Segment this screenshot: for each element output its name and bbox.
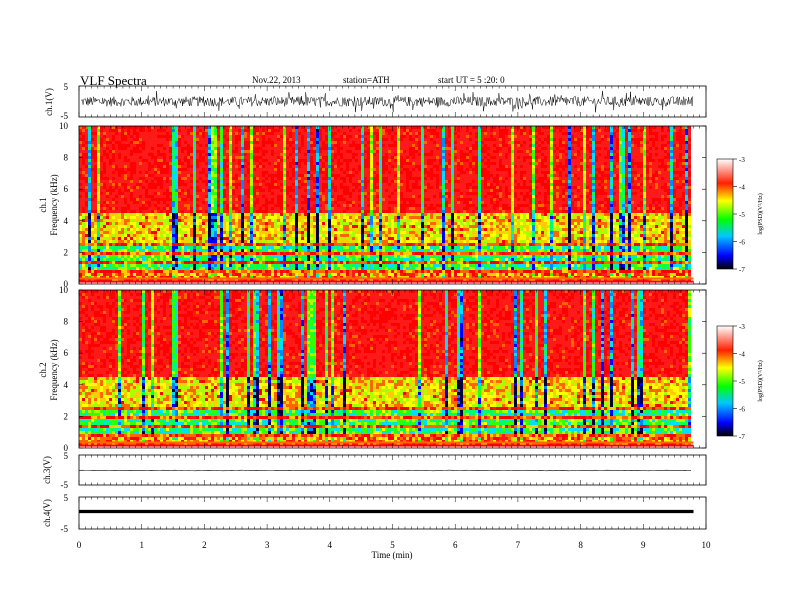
spec-ytick-label: 10	[59, 121, 69, 131]
x-tick-label: 6	[453, 540, 458, 550]
x-axis-label: Time (min)	[372, 550, 413, 560]
spec-ytick-label: 2	[64, 411, 69, 421]
x-tick-label: 9	[641, 540, 646, 550]
colorbar-tick-label: -6	[739, 239, 745, 247]
ch2-spec-ylabel: Frequency (kHz)	[49, 339, 59, 400]
ch2-colorbar: -3 -4 -5 -6 -7 log(PSD)(V²/Hz)	[716, 323, 764, 441]
ch1-spectrogram-image	[79, 126, 706, 284]
colorbar-tick-label: -5	[739, 211, 745, 219]
x-tick-label: 1	[139, 540, 144, 550]
x-tick-label: 0	[77, 540, 82, 550]
x-tick-label: 2	[202, 540, 207, 550]
x-tick-label: 7	[516, 540, 521, 550]
ch4-ytick-top: 5	[64, 493, 69, 503]
ch2-spec-channel-label: ch.2	[38, 362, 48, 377]
spec-ytick-label: 4	[64, 216, 69, 226]
colorbar-tick-label: -4	[739, 184, 745, 192]
ch1-colorbar: -3 -4 -5 -6 -7 log(PSD)(V²/Hz)	[716, 156, 764, 274]
spec-ytick-label: 2	[64, 247, 69, 257]
colorbar-tick-label: -6	[739, 406, 745, 414]
ch2-spectrogram-image	[79, 290, 706, 448]
spec-ytick-label: 8	[64, 153, 69, 163]
colorbar-tick-label: -7	[739, 433, 745, 441]
start-time-label: start UT = 5 :20: 0	[438, 75, 505, 85]
ch1-spec-channel-label: ch.1	[38, 197, 48, 212]
spec-ytick-label: 4	[64, 380, 69, 390]
plot-title: VLF Spectra	[80, 73, 147, 89]
x-tick-label: 5	[390, 540, 395, 550]
colorbar-tick-label: -4	[739, 351, 745, 359]
x-tick-label: 10	[702, 540, 712, 550]
ch4-ylabel: ch.4(V)	[42, 499, 52, 527]
ch2-spectrogram-panel: 0 2 4 6 8 10 ch.2 Frequency (kHz) -3 -4 -5 -6 -7 …	[38, 285, 764, 453]
ch3-ylabel: ch.3(V)	[42, 456, 52, 484]
time-axis: 0 1 2 3 4 5 6 7 8 9 10	[77, 86, 711, 550]
ch1-ylabel: ch.1(V)	[44, 88, 54, 116]
x-tick-label: 4	[328, 540, 333, 550]
spec-ytick-label: 0	[64, 443, 69, 453]
colorbar-tick-label: -7	[739, 266, 745, 274]
ch3-ytick-bottom: -5	[61, 480, 69, 490]
colorbar-tick-label: -5	[739, 378, 745, 386]
ch2-colorbar-label: log(PSD)(V²/Hz)	[757, 360, 764, 401]
x-tick-label: 3	[265, 540, 270, 550]
ch1-ytick-bottom: -5	[61, 111, 69, 121]
colorbar-tick-label: -3	[739, 323, 745, 331]
date-label: Nov.22, 2013	[252, 75, 301, 85]
ch1-colorbar-label: log(PSD)(V²/Hz)	[757, 193, 764, 234]
ch1-ytick-top: 5	[64, 82, 69, 92]
ch1-spectrogram-panel: 0 2 4 6 8 10 ch.1 Frequency (kHz) -3 -4 -5 -6 -7 …	[38, 121, 764, 289]
ch1-trace	[80, 90, 694, 113]
ch1-waveform-panel: 5 -5 ch.1(V)	[44, 82, 707, 121]
ch4-ytick-bottom: -5	[61, 524, 69, 534]
ch3-trace	[78, 469, 692, 472]
x-tick-label: 8	[578, 540, 583, 550]
spec-ytick-label: 0	[64, 279, 69, 289]
spec-ytick-label: 6	[64, 184, 69, 194]
station-label: station=ATH	[343, 75, 390, 85]
spec-ytick-label: 10	[59, 285, 69, 295]
colorbar-tick-label: -3	[739, 156, 745, 164]
ch1-spec-ylabel: Frequency (kHz)	[49, 174, 59, 235]
spec-ytick-label: 8	[64, 317, 69, 327]
spec-ytick-label: 6	[64, 348, 69, 358]
ch3-ytick-top: 5	[64, 451, 69, 461]
